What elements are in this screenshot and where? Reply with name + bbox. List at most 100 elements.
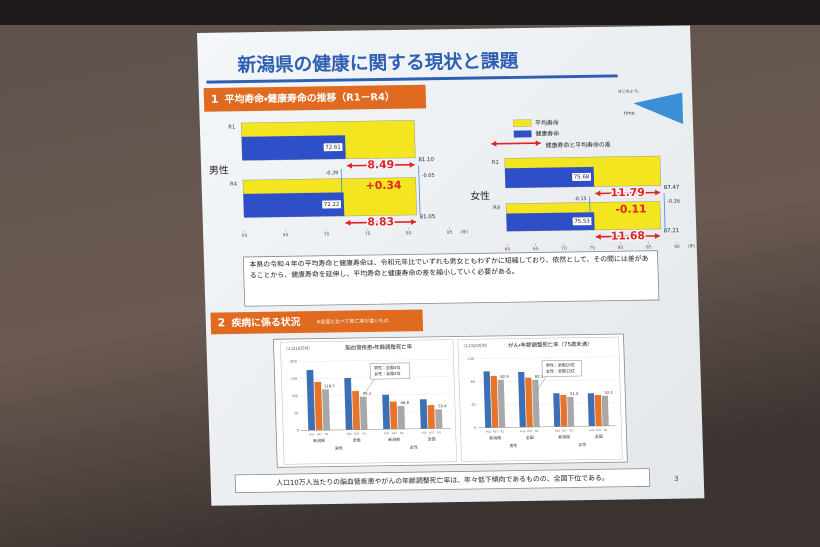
period-label: H22 [422,431,428,435]
change-label: -0.39 [326,170,339,176]
gap-arrow-head [346,162,352,169]
bar [601,395,609,426]
sex-label: 男性 [509,443,517,448]
section-heading: 平均寿命・健康寿命の推移（R1－R4） [224,90,394,106]
axis-line [478,425,617,429]
area-label: 新潟県 [313,438,325,443]
gap-arrow [595,191,661,195]
x-tick-label: 65 [283,232,289,238]
average-label: 87.47 [664,185,680,191]
period-label: H22 [520,429,526,433]
logo-text: time [624,111,635,117]
area-label: 新潟県 [558,434,570,439]
bar [427,405,435,429]
healthy-label: 75.68 [574,174,590,180]
legend-label: 平均寿命 [535,119,559,127]
gap-arrow-head [345,219,351,226]
value-tag [572,172,592,182]
x-tick-label: 85 [447,230,453,236]
healthy-bar [504,166,595,188]
period-label: R2 [363,431,367,435]
period-label: H22 [486,430,492,434]
x-tick-label: 60 [505,246,511,252]
bar [306,369,316,431]
average-label: 81.05 [420,214,436,220]
value-label: 52.3 [604,391,613,395]
sex-label: 男性 [335,446,343,451]
area-label: 新潟県 [489,435,501,440]
legend-label: 健康寿命 [535,129,559,137]
bar [532,379,540,427]
healthy-label: 75.53 [574,219,590,225]
period-label: H27 [493,429,499,433]
value-label: 51.4 [570,392,579,396]
average-label: 87.21 [664,228,680,234]
y-tick-label: 0 [474,426,476,430]
bar [518,371,526,428]
y-tick-label: 150 [291,377,298,381]
area-label: 全国 [526,435,534,440]
gap-label: 11.79 [610,186,645,200]
period-label: H27 [392,431,398,435]
x-tick-label: 70 [561,246,567,252]
period-label: H27 [317,432,323,436]
area-label: 新潟県 [388,437,400,442]
chart-title: 脳血管疾患・年齢調整死亡率 [345,343,413,352]
axis-unit: （年） [457,228,470,235]
bar [359,396,368,430]
section-note: ※全国と比べて死亡率が高いもの [316,317,389,325]
value-label: 95.3 [363,392,372,396]
gap-change-label: -0.11 [615,202,647,215]
bar [314,381,323,431]
healthy-label: 72.61 [325,145,341,151]
grid-line [298,359,449,362]
x-tick-label: 90 [674,244,680,250]
note-box [242,250,660,307]
gap-arrow [595,235,660,238]
healthy-label: 72.22 [324,202,340,208]
change-label: -0.26 [667,199,680,205]
gap-arrow-head [654,232,660,239]
period-label: H22 [309,432,315,436]
period-label: H22 [555,429,561,433]
bar [382,394,391,430]
section-number: 2 [217,316,225,329]
callout-pointer [364,379,375,394]
x-tick-label: 65 [533,246,539,252]
value-label: 118.3 [324,384,335,388]
period-label: H27 [562,428,568,432]
gap-arrow-head [410,218,416,225]
callout-pointer [536,376,547,391]
bar [525,377,533,428]
change-label: -0.05 [422,173,435,179]
bar [435,409,443,429]
x-tick-label: 80 [618,245,624,251]
y-tick-label: 80 [471,380,475,384]
bar [553,393,561,427]
period-label: R2 [437,430,441,434]
bar [497,379,506,428]
bar [352,391,361,430]
section-banner [210,309,424,335]
y-tick-label: 0 [297,429,299,433]
bar [322,389,331,431]
gap-arrow [345,221,416,224]
period-label: H27 [527,429,533,433]
gap-arrow-head [409,161,415,168]
chart-unit: （人口10万対） [283,346,312,351]
period-label: R2 [535,429,539,433]
callout-text: 女性：全国12位 [546,368,575,373]
section-banner [203,84,427,112]
gap-label: 11.68 [611,229,646,243]
value-tag [572,217,592,226]
note-holder: 本県の令和４年の平均寿命と健康寿命は、令和元年比でいずれも男女ともわずかに短縮し… [249,255,648,280]
change-line [418,165,421,215]
period-label: R2 [570,428,574,432]
axis-line [300,428,451,431]
gap-arrow-head [595,190,601,197]
legend-arrow [491,142,541,145]
gap-change-label: +0.34 [365,179,402,193]
area-label: 全国 [428,436,436,441]
title-rule [206,74,618,84]
